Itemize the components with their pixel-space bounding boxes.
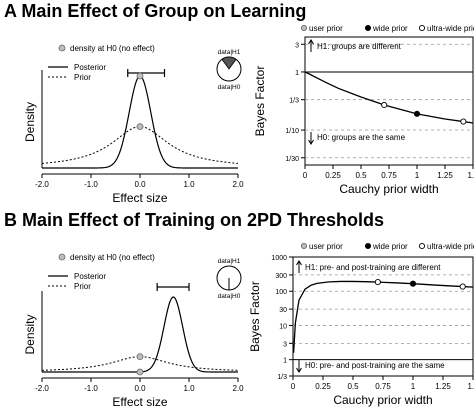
A-density-y-label: Density: [23, 102, 37, 142]
A-density-h0-point: [136, 72, 144, 80]
A-robustness-y-tick-label: 1: [295, 70, 299, 77]
B-density-legend-h0-marker: [58, 253, 66, 261]
B-density-x-tick-label: -2.0: [35, 384, 49, 393]
A-density-x-tick-label: 0.0: [134, 180, 146, 189]
A-robustness-x-tick-label: 1.25: [437, 171, 453, 180]
A-density-pie-top-label: data|H1: [218, 49, 241, 56]
B-robustness-y-tick-label: 30: [279, 307, 287, 314]
B-robustness-ultra-wide-prior-point: [459, 283, 466, 290]
B-robustness-y-tick-label: 1000: [271, 255, 287, 262]
panel-b-title: B Main Effect of Training on 2PD Thresho…: [4, 210, 385, 230]
B-robustness-y-tick-label: 100: [275, 289, 287, 296]
B-robustness-y-tick-label: 3: [283, 341, 287, 348]
A-density-x-tick-label: 2.0: [232, 180, 244, 189]
B-density-y-label: Density: [23, 314, 37, 354]
A-robustness-h0-annotation: H0: groups are the same: [317, 133, 406, 142]
A-robustness-h1-annotation: H1: groups are different: [317, 42, 402, 51]
B-density-posterior-curve: [42, 296, 238, 373]
B-robustness-wide-prior-point: [409, 280, 417, 287]
B-density-legend-posterior-label: Posterior: [74, 272, 106, 281]
B-robustness-y-tick-label: 300: [275, 273, 287, 280]
B-robustness-bf-curve: [292, 280, 474, 353]
A-density-x-tick-label: 1.0: [183, 180, 195, 189]
A-density-legend-posterior-label: Posterior: [74, 63, 106, 72]
B-robustness-x-tick-label: 1.25: [435, 382, 451, 391]
A-robustness-legend-label: wide prior: [372, 24, 408, 33]
B-density-h0-point: [136, 368, 144, 376]
A-density-legend-prior-label: Prior: [74, 73, 91, 82]
B-density-legend-prior-label: Prior: [74, 282, 91, 291]
A-density-legend-h0-marker: [58, 44, 66, 52]
B-robustness-legend-marker: [364, 242, 372, 250]
A-robustness-y-tick-label: 1/30: [285, 156, 299, 163]
A-robustness-h0-arrow-head: [308, 139, 314, 145]
B-robustness-x-tick-label: 0.25: [315, 382, 331, 391]
B-robustness-x-tick-label: 0: [291, 382, 296, 391]
A-robustness-y-tick-label: 1/10: [285, 128, 299, 135]
B-robustness-legend-marker: [418, 242, 426, 250]
B-density-x-tick-label: -1.0: [84, 384, 98, 393]
B-robustness-y-tick-label: 10: [279, 323, 287, 330]
A-robustness-x-tick-label: 0.5: [355, 171, 367, 180]
B-robustness-h0-annotation: H0: pre- and post-training are the same: [305, 361, 445, 370]
A-robustness-user-prior-point: [381, 101, 388, 109]
B-robustness-y-label: Bayes Factor: [248, 281, 262, 352]
A-robustness-x-label: Cauchy prior width: [339, 182, 438, 196]
B-robustness-legend-marker: [300, 242, 308, 250]
B-robustness-legend-label: ultra-wide prior: [427, 242, 474, 251]
B-robustness-x-tick-label: 1.5: [467, 382, 474, 391]
B-robustness-y-tick-label: 1: [283, 358, 287, 365]
A-robustness-legend-marker: [364, 24, 372, 32]
A-robustness-legend-label: user prior: [309, 24, 343, 33]
A-robustness-y-tick-label: 1/3: [289, 98, 299, 105]
B-density-pie-bottom-label: data|H0: [218, 293, 241, 300]
A-robustness-legend-marker: [300, 24, 308, 32]
A-robustness-h1-arrow-head: [308, 39, 314, 45]
B-density-x-tick-label: 0.0: [134, 384, 146, 393]
A-density-pie-bottom-label: data|H0: [218, 84, 241, 91]
B-robustness-h1-arrow-head: [296, 260, 302, 266]
B-robustness-h0-arrow-head: [296, 367, 302, 373]
B-robustness-x-label: Cauchy prior width: [333, 393, 432, 407]
A-robustness-bf-curve: [304, 71, 474, 124]
B-robustness-h1-annotation: H1: pre- and post-training are different: [305, 263, 441, 272]
B-robustness-x-tick-label: 1: [411, 382, 416, 391]
B-density-prior-curve: [41, 356, 239, 371]
A-robustness-y-tick-label: 3: [295, 42, 299, 49]
A-density-prior-curve: [41, 126, 239, 164]
A-density-posterior-curve: [42, 75, 238, 169]
A-robustness-wide-prior-point: [413, 110, 421, 117]
B-robustness-legend-label: wide prior: [372, 242, 408, 251]
B-robustness-x-tick-label: 0.5: [347, 382, 359, 391]
B-robustness-user-prior-point: [374, 279, 381, 286]
A-density-h0-point: [136, 123, 144, 130]
A-robustness-plot-frame: [304, 36, 474, 166]
B-robustness-y-tick-label: 1/3: [277, 374, 287, 381]
A-density-x-tick-label: -1.0: [84, 180, 98, 189]
B-density-legend-h0-label: density at H0 (no effect): [70, 253, 155, 262]
A-robustness-x-tick-label: 0.75: [381, 171, 397, 180]
A-robustness-y-label: Bayes Factor: [253, 66, 267, 137]
B-robustness-x-tick-label: 0.75: [375, 382, 391, 391]
A-robustness-x-tick-label: 1.5: [467, 171, 474, 180]
B-density-x-tick-label: 2.0: [232, 384, 244, 393]
A-robustness-x-tick-label: 1: [415, 171, 420, 180]
A-robustness-x-tick-label: 0.25: [325, 171, 341, 180]
B-density-h0-point: [136, 353, 144, 361]
A-density-legend-h0-label: density at H0 (no effect): [70, 44, 155, 53]
A-robustness-ultra-wide-prior-point: [460, 118, 467, 125]
A-density-pie-h0-wedge: [221, 56, 237, 70]
A-robustness-legend-marker: [418, 24, 426, 32]
A-robustness-x-tick-label: 0: [303, 171, 308, 180]
A-robustness-legend-label: ultra-wide prior: [427, 24, 474, 33]
A-density-x-label: Effect size: [112, 191, 167, 205]
panel-a-title: A Main Effect of Group on Learning: [4, 1, 307, 21]
B-density-pie-top-label: data|H1: [218, 258, 241, 265]
B-robustness-legend-label: user prior: [309, 242, 343, 251]
A-density-x-tick-label: -2.0: [35, 180, 49, 189]
B-density-x-label: Effect size: [112, 395, 167, 409]
B-density-x-tick-label: 1.0: [183, 384, 195, 393]
